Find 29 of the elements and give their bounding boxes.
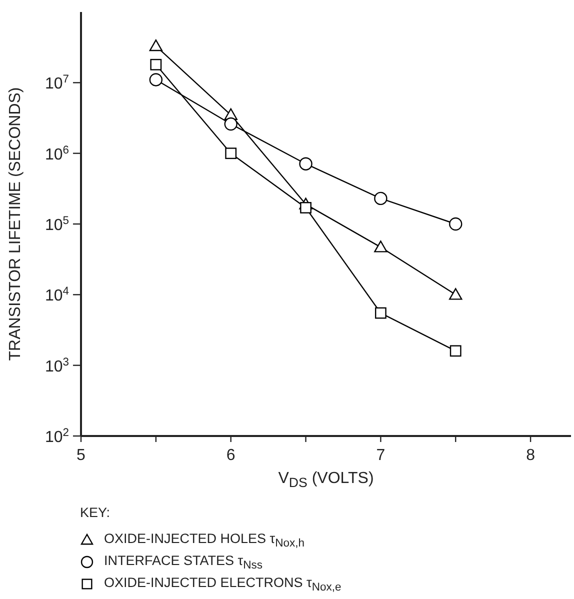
point [149, 39, 163, 52]
point [374, 192, 388, 206]
legend-label: OXIDE-INJECTED ELECTRONS τ$_{Nox,e}$ [104, 574, 342, 594]
y-axis-title: TRANSISTOR LIFETIME (SECONDS) [7, 87, 24, 361]
point [449, 217, 462, 231]
legend-label: OXIDE-INJECTED HOLES τ$_{Nox,h}$ [104, 530, 305, 550]
x-tick-label: 8 [526, 447, 536, 464]
point [449, 288, 462, 300]
legend-title: KEY: [80, 505, 110, 520]
point [374, 307, 386, 319]
point [150, 58, 162, 70]
x-tick-label: 7 [376, 447, 386, 464]
x-axis-title: V$_{DS}$ (VOLTS) [277, 470, 375, 490]
y-tick-label: 10$^{4}$ [44, 286, 69, 305]
y-tick-label: 10$^{7}$ [44, 74, 69, 93]
y-tick-label: 10$^{2}$ [44, 427, 69, 446]
x-tick-label: 5 [76, 447, 86, 464]
point [225, 148, 237, 160]
point [299, 157, 312, 170]
point [450, 345, 462, 357]
y-tick-label: 10$^{6}$ [44, 144, 69, 164]
y-tick-label: 10$^{3}$ [44, 356, 69, 376]
point [374, 240, 388, 252]
y-tick-label: 10$^{5}$ [44, 215, 69, 234]
point [300, 202, 312, 214]
legend-label: INTERFACE STATES τ$_{Nss}$ [104, 552, 262, 572]
x-tick-label: 6 [226, 447, 236, 464]
point [149, 73, 163, 86]
point [224, 117, 238, 131]
